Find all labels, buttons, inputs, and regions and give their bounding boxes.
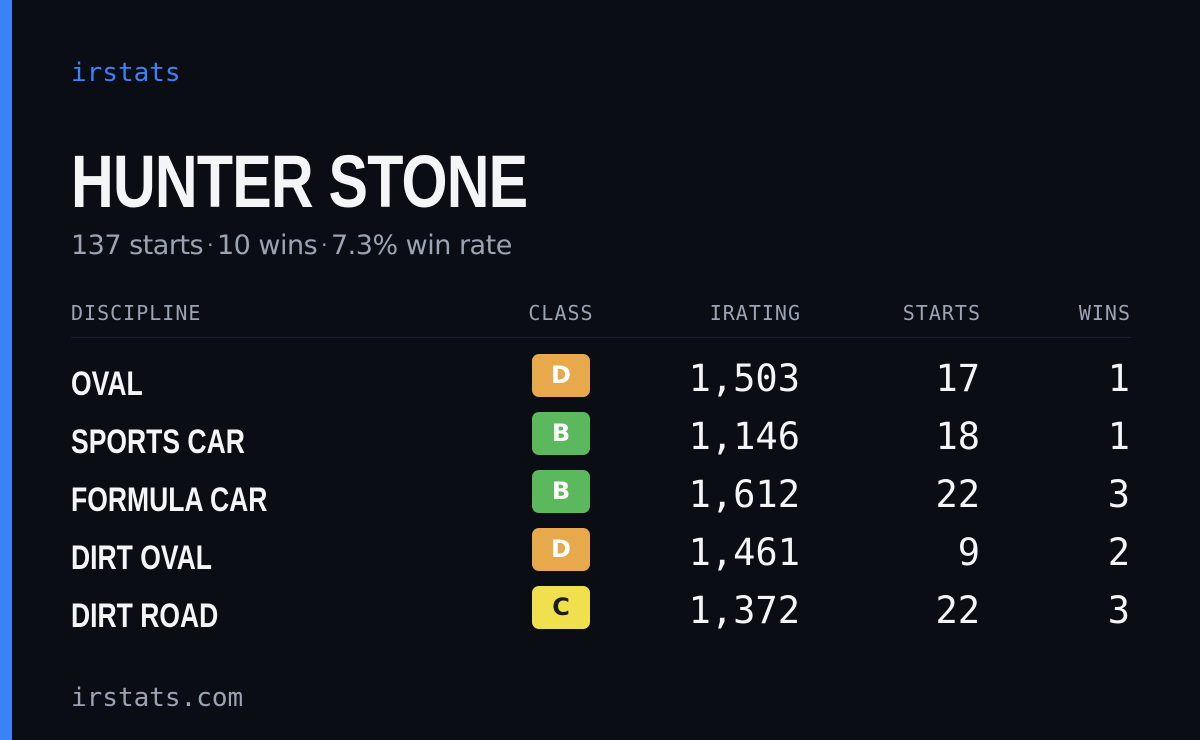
license-class-badge: C (532, 586, 590, 629)
column-header-starts: STARTS (902, 301, 981, 325)
table-row: DIRT ROAD C 1,372 22 3 (71, 580, 1131, 638)
starts-value: 17 (935, 357, 980, 400)
starts-value: 22 (935, 473, 980, 516)
starts-value: 9 (957, 531, 980, 574)
column-header-wins: WINS (1078, 301, 1131, 325)
discipline-name: FORMULA CAR (71, 481, 268, 519)
column-header-discipline: DISCIPLINE (71, 301, 202, 325)
license-class-badge: B (532, 470, 590, 513)
wins-value: 3 (1107, 473, 1130, 516)
starts-value: 18 (935, 415, 980, 458)
wins-value: 1 (1107, 415, 1130, 458)
license-class-badge: D (532, 354, 590, 397)
wins-value: 1 (1107, 357, 1130, 400)
irating-value: 1,372 (688, 589, 800, 632)
table-header: DISCIPLINE CLASS IRATING STARTS WINS (71, 300, 1131, 338)
license-class-badge: B (532, 412, 590, 455)
player-summary: 137 starts · 10 wins · 7.3% win rate (71, 228, 512, 263)
stats-card: irstats HUNTER STONE 137 starts · 10 wins ·… (71, 0, 1131, 740)
wins-value: 3 (1107, 589, 1130, 632)
accent-bar (0, 0, 12, 740)
summary-separator: · (321, 233, 327, 257)
column-header-irating: IRATING (709, 301, 801, 325)
summary-starts: 137 starts (71, 230, 204, 261)
summary-wins: 10 wins (216, 230, 318, 261)
irating-value: 1,461 (688, 531, 800, 574)
starts-value: 22 (935, 589, 980, 632)
table-row: OVAL D 1,503 17 1 (71, 348, 1131, 406)
irating-value: 1,612 (688, 473, 800, 516)
player-name: HUNTER STONE (71, 140, 528, 223)
table-row: SPORTS CAR B 1,146 18 1 (71, 406, 1131, 464)
irating-value: 1,146 (688, 415, 800, 458)
summary-separator: · (207, 233, 213, 257)
discipline-name: DIRT ROAD (71, 597, 219, 635)
footer-site-url: irstats.com (71, 683, 244, 713)
wins-value: 2 (1107, 531, 1130, 574)
table-row: FORMULA CAR B 1,612 22 3 (71, 464, 1131, 522)
table-row: DIRT OVAL D 1,461 9 2 (71, 522, 1131, 580)
irating-value: 1,503 (688, 357, 800, 400)
discipline-name: DIRT OVAL (71, 539, 212, 577)
summary-win-rate: 7.3% win rate (331, 230, 512, 261)
brand-logo-text: irstats (71, 58, 181, 88)
discipline-name: OVAL (71, 365, 143, 403)
license-class-badge: D (532, 528, 590, 571)
column-header-class: CLASS (528, 301, 594, 325)
discipline-table-body: OVAL D 1,503 17 1 SPORTS CAR B 1,146 18 … (71, 348, 1131, 638)
discipline-name: SPORTS CAR (71, 423, 245, 461)
